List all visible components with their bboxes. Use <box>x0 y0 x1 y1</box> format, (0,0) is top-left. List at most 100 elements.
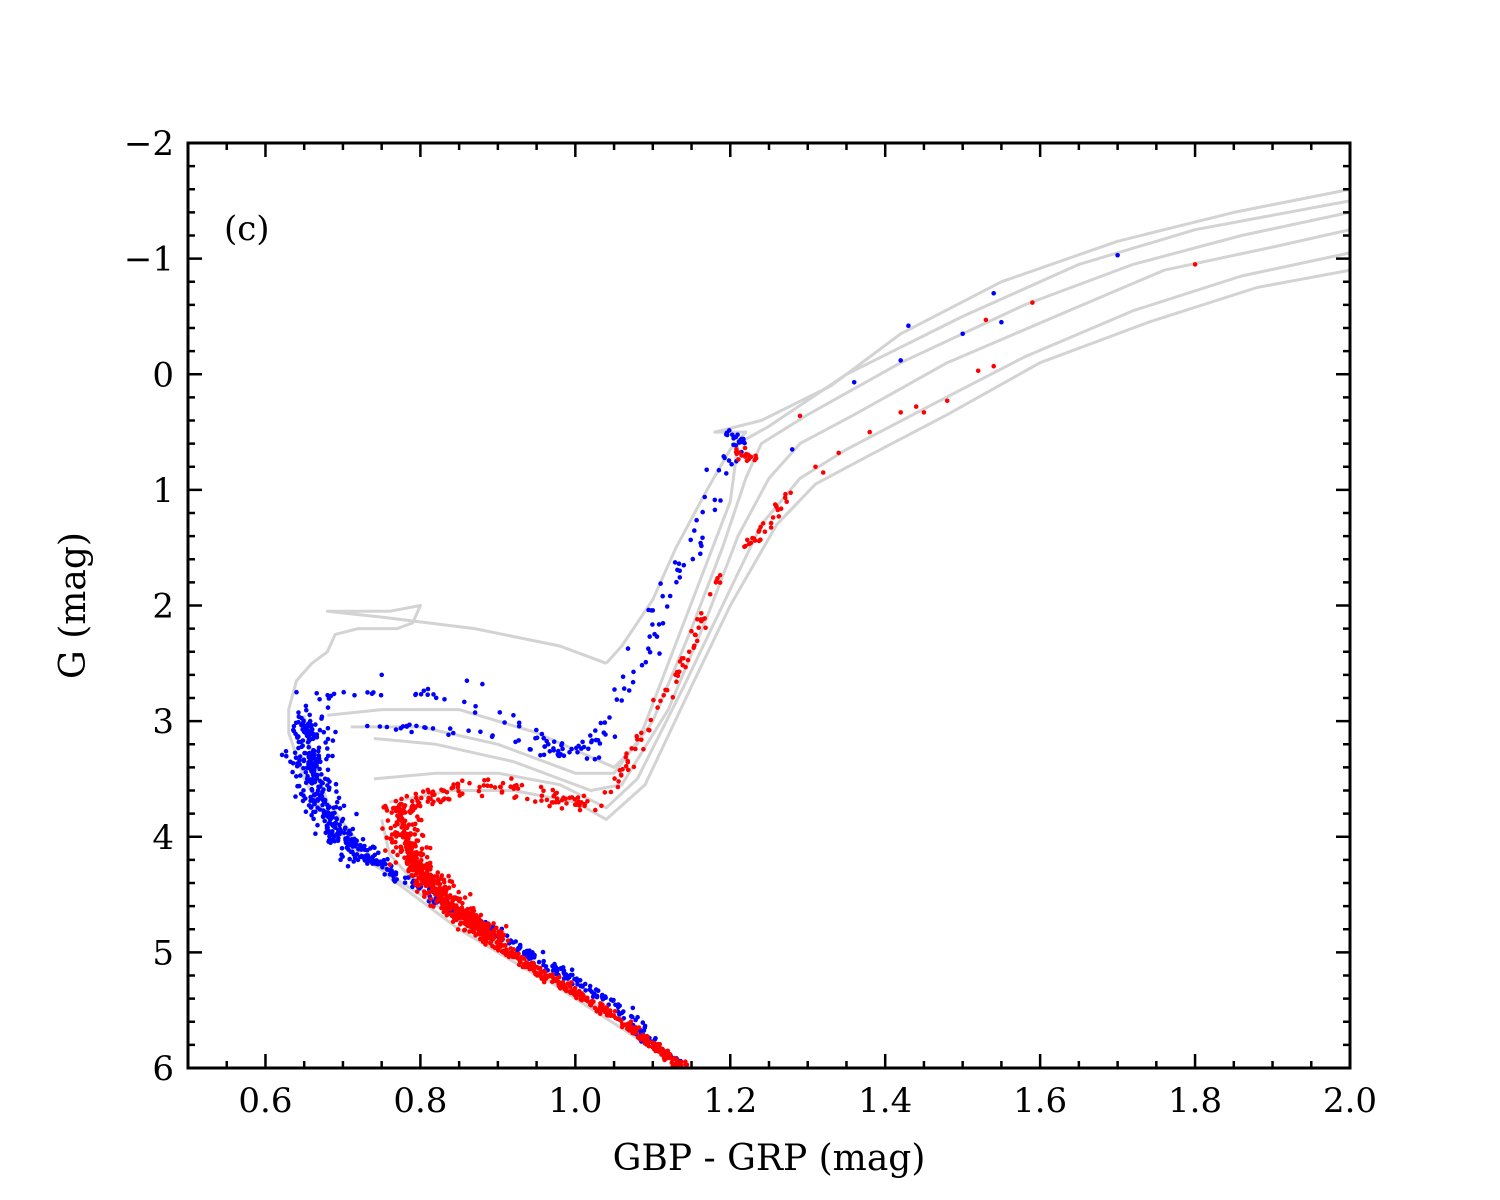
red-stars-point <box>539 798 544 803</box>
blue-stars-point <box>516 738 521 743</box>
blue-stars-point <box>551 748 557 753</box>
blue-stars-point <box>325 767 331 773</box>
blue-stars-point <box>333 729 338 735</box>
blue-stars-point <box>306 762 311 767</box>
red-stars-point <box>424 854 430 860</box>
red-stars-point <box>599 803 604 809</box>
red-stars-point <box>420 789 426 794</box>
blue-stars-point <box>431 692 436 697</box>
blue-stars-point <box>617 1012 622 1017</box>
red-stars-point <box>415 870 420 875</box>
y-tick-label: 6 <box>152 1049 174 1089</box>
red-stars-point <box>457 922 463 927</box>
blue-stars-point <box>324 829 329 835</box>
blue-stars-point <box>589 739 594 745</box>
red-stars-point <box>623 764 629 769</box>
blue-stars-point <box>322 776 328 782</box>
blue-stars-point <box>325 814 331 820</box>
red-stars-point <box>629 746 634 751</box>
blue-stars-point <box>321 729 327 735</box>
blue-stars-point <box>366 858 372 864</box>
red-stars-point <box>439 787 444 793</box>
blue-stars-point <box>576 743 581 749</box>
red-stars-point <box>598 1011 603 1017</box>
red-stars-point <box>655 705 660 710</box>
red-stars-point <box>424 883 429 888</box>
red-stars-point <box>492 785 498 790</box>
red-stars-point <box>702 616 707 621</box>
blue-stars-point <box>497 710 503 715</box>
red-stars-point <box>480 939 486 945</box>
blue-stars-point <box>352 693 357 698</box>
red-stars-point <box>470 928 475 934</box>
red-stars-point <box>620 766 625 772</box>
red-stars-point <box>402 818 407 823</box>
blue-stars-point <box>647 634 652 639</box>
red-stars-point <box>538 970 544 975</box>
red-stars-point <box>482 778 487 783</box>
red-stars-point <box>746 452 751 458</box>
x-tick-label: 1.0 <box>548 1081 602 1121</box>
blue-stars-point <box>464 678 470 683</box>
red-stars-point <box>574 995 579 1001</box>
red-stars-point <box>689 628 694 634</box>
red-stars-point <box>745 537 750 543</box>
blue-stars-point <box>625 646 631 651</box>
blue-stars-point <box>898 358 903 363</box>
blue-stars-point <box>333 804 339 810</box>
blue-stars-point <box>700 535 705 541</box>
blue-stars-point <box>413 691 419 697</box>
blue-stars-point <box>362 858 368 863</box>
red-stars-point <box>441 909 447 915</box>
red-stars-point <box>397 802 402 808</box>
red-stars-point <box>636 1025 642 1030</box>
red-stars-point <box>559 806 565 811</box>
red-stars-point <box>492 945 498 950</box>
blue-stars-point <box>539 731 545 737</box>
blue-stars-point <box>337 806 343 811</box>
red-stars-point <box>695 616 700 622</box>
blue-stars-point <box>560 746 565 752</box>
red-stars-point <box>462 895 468 900</box>
red-stars-point <box>539 793 545 799</box>
red-stars-point <box>413 821 418 827</box>
blue-stars-point <box>325 805 331 811</box>
blue-stars-point <box>553 964 559 970</box>
red-stars-point <box>770 515 776 520</box>
panel-label: (c) <box>224 209 270 249</box>
red-stars-point <box>685 657 691 663</box>
red-stars-point <box>497 784 503 790</box>
blue-stars-point <box>581 744 587 750</box>
blue-stars-point <box>694 517 699 523</box>
blue-stars-point <box>300 722 305 727</box>
blue-stars-point <box>315 772 320 778</box>
axis-ticks: 0.6 0.8 1.0 1.2 1.4 1.6 1.8 2.0 −2 −1 0 1 2 3 4 5 6 <box>124 124 1377 1121</box>
red-stars-point <box>384 808 390 813</box>
blue-stars-point <box>646 646 651 651</box>
blue-stars-point <box>309 813 314 818</box>
red-stars-point <box>434 899 439 905</box>
blue-stars-point <box>324 823 330 829</box>
blue-stars-point <box>348 832 353 837</box>
blue-stars-point <box>306 729 311 735</box>
blue-stars-point <box>317 807 323 812</box>
red-stars-point <box>476 921 481 926</box>
red-stars-point <box>625 759 631 765</box>
red-stars-point <box>674 679 679 684</box>
blue-stars-point <box>330 753 335 759</box>
red-stars-point <box>661 693 666 698</box>
red-stars-point <box>413 854 419 860</box>
red-stars-point <box>404 793 410 799</box>
blue-stars-point <box>527 956 532 961</box>
red-stars-point <box>898 410 903 415</box>
blue-stars-point <box>421 688 427 694</box>
red-stars-point <box>438 876 444 881</box>
blue-stars-point <box>334 832 339 837</box>
blue-stars-point <box>341 689 347 695</box>
blue-stars-point <box>326 696 332 701</box>
blue-stars-point <box>631 669 636 675</box>
red-stars-point <box>564 801 569 806</box>
blue-stars-point <box>354 838 360 843</box>
red-stars-point <box>568 984 573 989</box>
red-stars-point <box>683 1059 688 1064</box>
